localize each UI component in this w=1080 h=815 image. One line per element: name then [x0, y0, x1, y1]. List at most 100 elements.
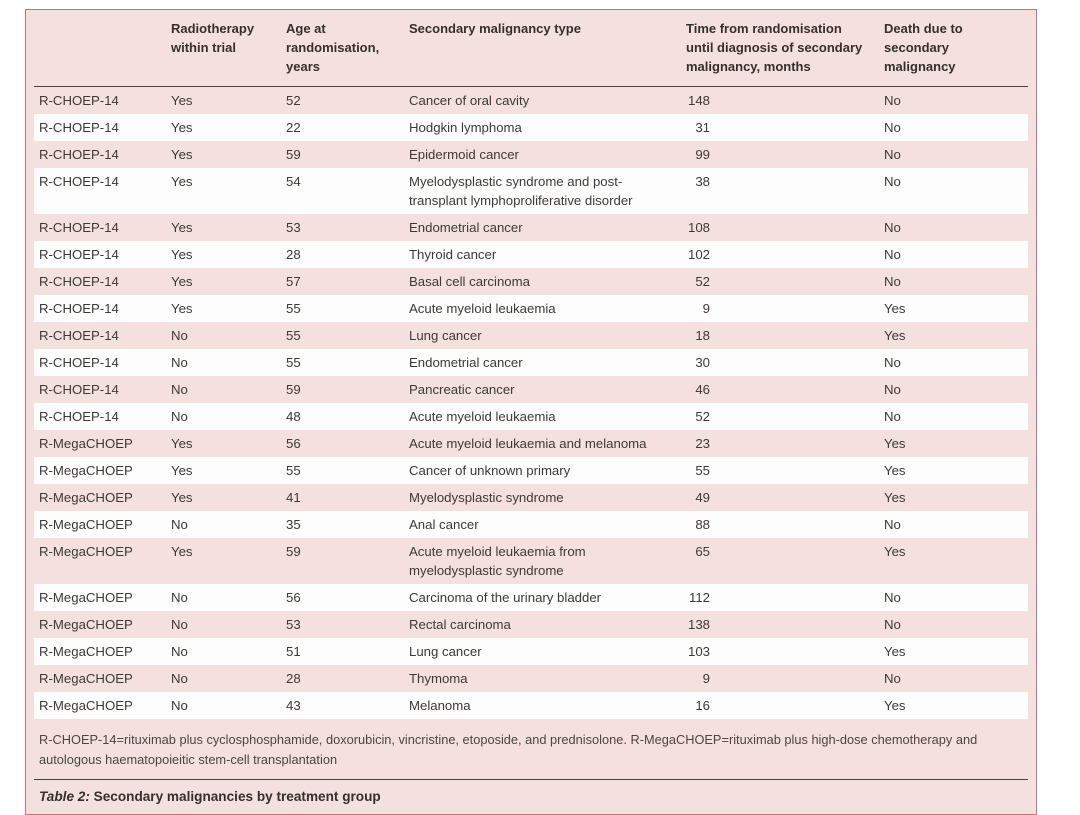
table-header-row: Radiotherapy within trial Age at randomi…: [34, 10, 1028, 87]
time-value: 52: [695, 409, 710, 424]
table-row: R-MegaCHOEP Yes 59 Acute myeloid leukaemia …: [34, 538, 1028, 584]
table-row: R-CHOEP-14 No 55 Endometrial cancer 30 No: [34, 349, 1028, 376]
cell-time: 18: [686, 322, 884, 349]
cell-radiotherapy: No: [171, 698, 188, 713]
cell-death: No: [884, 671, 901, 686]
cell-trial: R-MegaCHOEP: [39, 490, 133, 505]
table-row: R-CHOEP-14 Yes 54 Myelodysplastic syndrome …: [34, 168, 1028, 214]
cell-radiotherapy: Yes: [171, 436, 193, 451]
time-value: 138: [687, 617, 710, 632]
cell-type: Cancer of oral cavity: [409, 93, 530, 108]
cell-trial: R-CHOEP-14: [39, 409, 119, 424]
time-value: 31: [695, 120, 710, 135]
cell-age: 59: [286, 544, 301, 559]
cell-time: 46: [686, 376, 884, 403]
cell-trial: R-MegaCHOEP: [39, 671, 133, 686]
cell-age: 22: [286, 120, 301, 135]
cell-death: No: [884, 274, 901, 289]
cell-age: 59: [286, 382, 301, 397]
table-row: R-CHOEP-14 No 59 Pancreatic cancer 46 No: [34, 376, 1028, 403]
cell-type: Myelodysplastic syndrome and post-transp…: [409, 174, 633, 208]
cell-radiotherapy: No: [171, 671, 188, 686]
table-row: R-CHOEP-14 Yes 53 Endometrial cancer 108 No: [34, 214, 1028, 241]
cell-radiotherapy: No: [171, 355, 188, 370]
cell-age: 57: [286, 274, 301, 289]
cell-death: Yes: [884, 301, 906, 316]
cell-trial: R-CHOEP-14: [39, 220, 119, 235]
cell-radiotherapy: No: [171, 590, 188, 605]
table-caption: Table 2: Secondary malignancies by treat…: [34, 780, 1028, 814]
cell-trial: R-CHOEP-14: [39, 93, 119, 108]
cell-death: No: [884, 517, 901, 532]
time-value: 102: [687, 247, 710, 262]
cell-time: 102: [686, 241, 884, 268]
cell-death: No: [884, 120, 901, 135]
cell-type: Endometrial cancer: [409, 355, 523, 370]
cell-type: Thyroid cancer: [409, 247, 497, 262]
time-value: 65: [695, 544, 710, 559]
time-value: 108: [687, 220, 710, 235]
cell-type: Carcinoma of the urinary bladder: [409, 590, 602, 605]
cell-radiotherapy: Yes: [171, 220, 193, 235]
cell-time: 55: [686, 457, 884, 484]
time-value: 16: [695, 698, 710, 713]
cell-trial: R-CHOEP-14: [39, 355, 119, 370]
table-row: R-CHOEP-14 Yes 55 Acute myeloid leukaemia 9 Y…: [34, 295, 1028, 322]
col-header-radiotherapy: Radiotherapy within trial: [171, 21, 255, 55]
cell-type: Acute myeloid leukaemia: [409, 409, 556, 424]
cell-trial: R-CHOEP-14: [39, 301, 119, 316]
cell-radiotherapy: Yes: [171, 174, 193, 189]
cell-radiotherapy: Yes: [171, 147, 193, 162]
cell-death: No: [884, 147, 901, 162]
cell-age: 48: [286, 409, 301, 424]
cell-type: Lung cancer: [409, 328, 482, 343]
cell-death: Yes: [884, 698, 906, 713]
cell-death: Yes: [884, 463, 906, 478]
table-row: R-CHOEP-14 No 55 Lung cancer 18 Yes: [34, 322, 1028, 349]
cell-radiotherapy: Yes: [171, 490, 193, 505]
time-value: 30: [695, 355, 710, 370]
cell-death: No: [884, 382, 901, 397]
cell-type: Endometrial cancer: [409, 220, 523, 235]
cell-age: 54: [286, 174, 301, 189]
cell-radiotherapy: No: [171, 517, 188, 532]
cell-time: 52: [686, 268, 884, 295]
cell-death: Yes: [884, 544, 906, 559]
cell-death: Yes: [884, 436, 906, 451]
cell-death: Yes: [884, 490, 906, 505]
cell-age: 56: [286, 436, 301, 451]
cell-type: Lung cancer: [409, 644, 482, 659]
cell-type: Melanoma: [409, 698, 471, 713]
cell-radiotherapy: No: [171, 617, 188, 632]
cell-type: Acute myeloid leukaemia and melanoma: [409, 436, 647, 451]
table-row: R-CHOEP-14 Yes 52 Cancer of oral cavity 148 N…: [34, 87, 1028, 114]
caption-divider: [34, 779, 1028, 780]
cell-type: Myelodysplastic syndrome: [409, 490, 564, 505]
caption-text: Secondary malignancies by treatment grou…: [89, 789, 381, 804]
table-row: R-MegaCHOEP Yes 56 Acute myeloid leukaemia …: [34, 430, 1028, 457]
cell-type: Hodgkin lymphoma: [409, 120, 522, 135]
cell-trial: R-CHOEP-14: [39, 120, 119, 135]
cell-death: No: [884, 355, 901, 370]
cell-trial: R-MegaCHOEP: [39, 463, 133, 478]
cell-time: 138: [686, 611, 884, 638]
cell-age: 53: [286, 617, 301, 632]
cell-trial: R-CHOEP-14: [39, 274, 119, 289]
cell-trial: R-MegaCHOEP: [39, 436, 133, 451]
time-value: 49: [695, 490, 710, 505]
cell-trial: R-MegaCHOEP: [39, 617, 133, 632]
cell-death: No: [884, 590, 901, 605]
table-row: R-CHOEP-14 Yes 22 Hodgkin lymphoma 31 No: [34, 114, 1028, 141]
cell-time: 9: [686, 295, 884, 322]
cell-age: 41: [286, 490, 301, 505]
cell-type: Rectal carcinoma: [409, 617, 511, 632]
table-row: R-MegaCHOEP No 56 Carcinoma of the urinary …: [34, 584, 1028, 611]
cell-radiotherapy: No: [171, 328, 188, 343]
cell-age: 51: [286, 644, 301, 659]
cell-age: 56: [286, 590, 301, 605]
cell-time: 108: [686, 214, 884, 241]
cell-death: Yes: [884, 328, 906, 343]
cell-trial: R-MegaCHOEP: [39, 590, 133, 605]
cell-type: Basal cell carcinoma: [409, 274, 530, 289]
cell-age: 35: [286, 517, 301, 532]
